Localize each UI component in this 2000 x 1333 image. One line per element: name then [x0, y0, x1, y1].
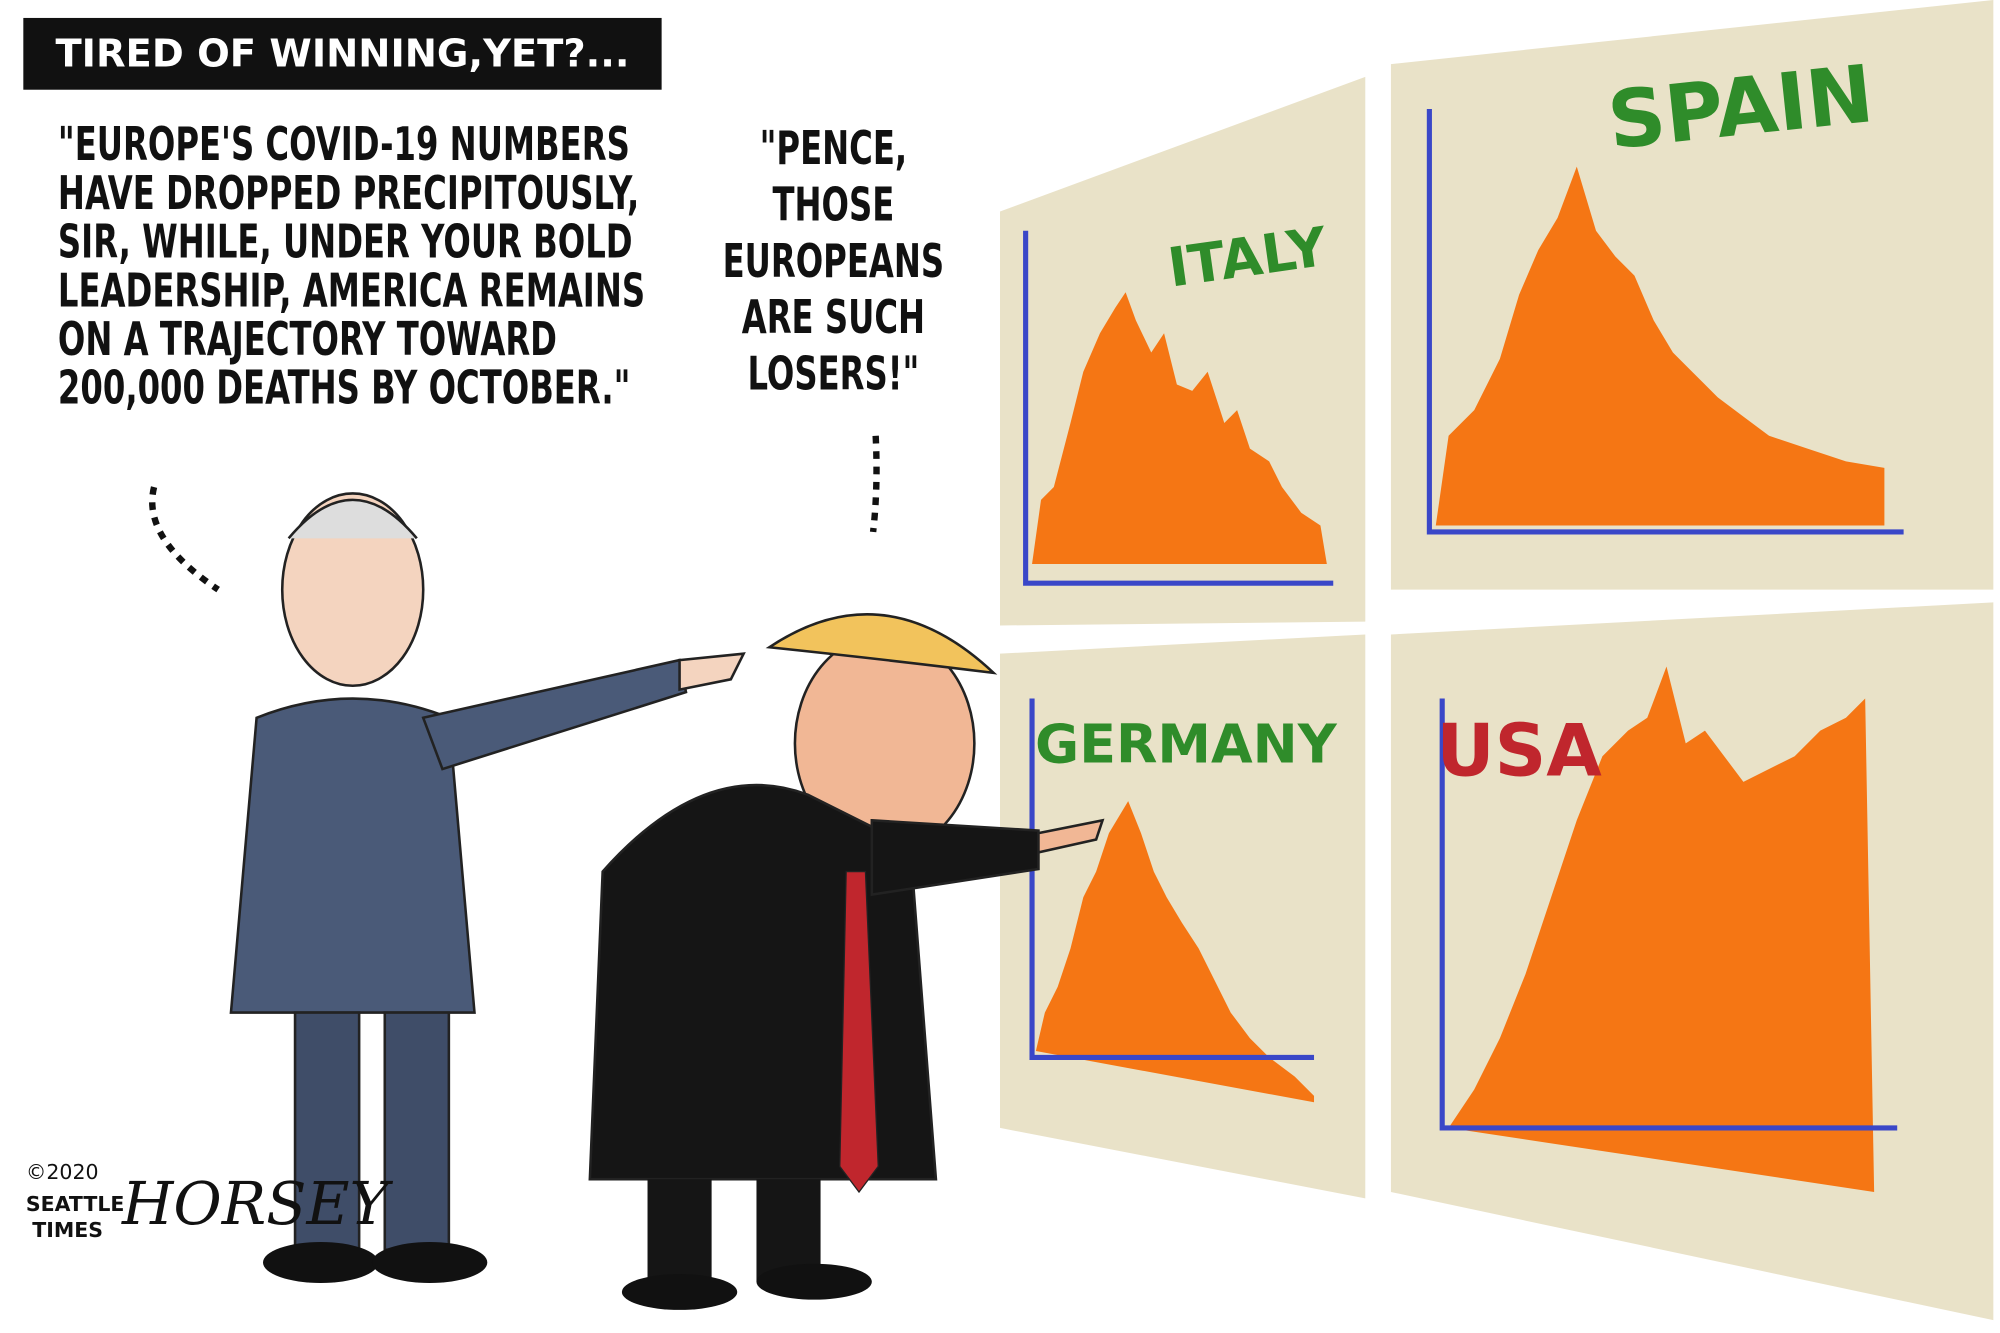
panel-label: GERMANY — [1035, 713, 1338, 776]
speech-line: 200,000 DEATHS BY OCTOBER." — [58, 362, 630, 415]
speech-line: SIR, WHILE, UNDER YOUR BOLD — [58, 216, 633, 269]
copyright: ©2020 — [26, 1160, 99, 1184]
speech-line: "EUROPE'S COVID-19 NUMBERS — [58, 119, 630, 172]
figure-trump — [588, 613, 1105, 1310]
panel-germany: GERMANY — [1000, 634, 1366, 1199]
speech-text: "PENCE, THOSE EUROPEANS ARE SUCH LOSERS!" — [723, 122, 945, 401]
speech-line: ARE SUCH — [742, 292, 925, 345]
speech-line: ON A TRAJECTORY TOWARD — [58, 313, 557, 366]
speech-line: HAVE DROPPED PRECIPITOUSLY, — [58, 167, 639, 220]
speech-tail — [149, 486, 220, 593]
speech-line: THOSE — [772, 179, 894, 232]
speech-line: LOSERS!" — [747, 348, 919, 401]
signature: ©2020 SEATTLE TIMES HORSEY — [26, 1160, 394, 1242]
speech-tail — [869, 435, 880, 533]
speech-line: "PENCE, — [760, 122, 908, 175]
panel-label: USA — [1436, 708, 1602, 792]
figure-pence — [229, 492, 746, 1284]
panel-spain: SPAIN — [1390, 0, 1994, 590]
speech-line: EUROPEANS — [723, 235, 945, 288]
speech-trump: "PENCE, THOSE EUROPEANS ARE SUCH LOSERS!" — [723, 122, 945, 401]
caption: TIRED OF WINNING,YET?... — [55, 32, 629, 77]
speech-pence: "EUROPE'S COVID-19 NUMBERS HAVE DROPPED P… — [58, 119, 645, 416]
caption-box — [23, 17, 662, 90]
speech-text: "EUROPE'S COVID-19 NUMBERS HAVE DROPPED P… — [58, 119, 645, 416]
artist: HORSEY — [121, 1169, 393, 1238]
panel-italy: ITALY — [1000, 76, 1366, 626]
publisher: SEATTLE — [26, 1192, 125, 1216]
panel-usa: USA — [1390, 602, 1994, 1321]
publisher: TIMES — [32, 1218, 103, 1242]
speech-line: LEADERSHIP, AMERICA REMAINS — [58, 265, 645, 318]
